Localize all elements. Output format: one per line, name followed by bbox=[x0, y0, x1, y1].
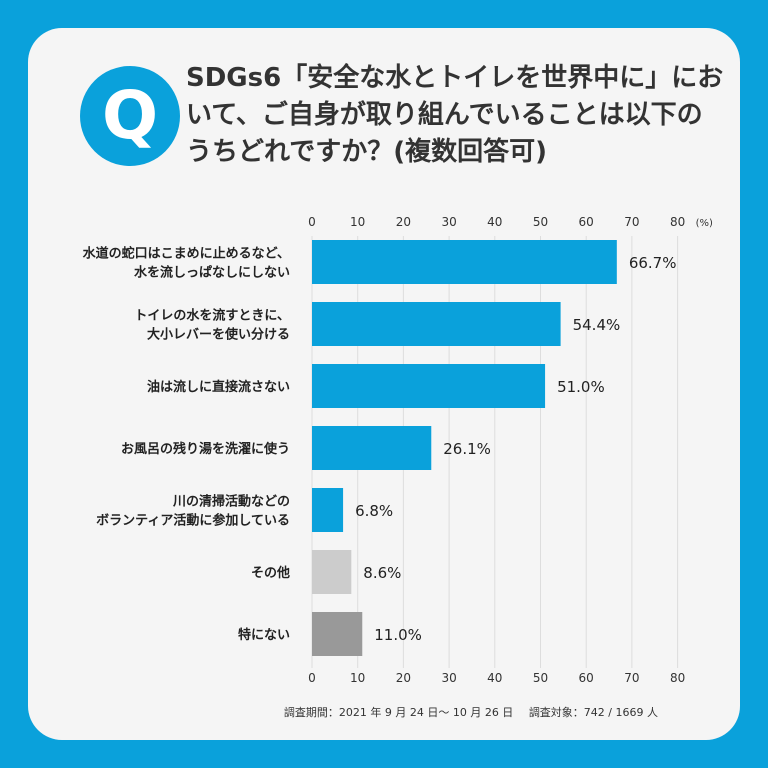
value-label-5: 8.6% bbox=[363, 564, 401, 582]
x-tick-top-6: 60 bbox=[579, 215, 594, 229]
bar-3 bbox=[312, 426, 432, 470]
category-label-2: 油は流しに直接流さない bbox=[147, 379, 290, 395]
category-label-5: その他 bbox=[251, 565, 290, 581]
x-tick-top-7: 70 bbox=[624, 215, 639, 229]
x-tick-bottom-0: 0 bbox=[308, 671, 316, 685]
x-tick-bottom-3: 30 bbox=[441, 671, 456, 685]
survey-target: 調査対象：742 / 1669 人 bbox=[528, 706, 658, 719]
category-label-0: 水道の蛇口はこまめに止めるなど、水を流しっぱなしにしない bbox=[83, 246, 290, 281]
x-tick-top-1: 10 bbox=[350, 215, 365, 229]
bar-6 bbox=[312, 612, 363, 656]
value-label-6: 11.0% bbox=[374, 626, 422, 644]
value-label-1: 54.4% bbox=[573, 316, 621, 334]
x-tick-bottom-2: 20 bbox=[396, 671, 411, 685]
question-title: SDGs6「安全な水とトイレを世界中に」において、ご自身が取り組んでいることは以… bbox=[186, 63, 724, 167]
x-tick-bottom-1: 10 bbox=[350, 671, 365, 685]
x-tick-top-5: 50 bbox=[533, 215, 548, 229]
survey-period: 調査期間：2021 年 9 月 24 日〜 10 月 26 日 bbox=[283, 706, 514, 719]
category-label-1: トイレの水を流すときに、大小レバーを使い分ける bbox=[134, 308, 290, 343]
x-tick-bottom-4: 40 bbox=[487, 671, 502, 685]
bar-0 bbox=[312, 240, 617, 284]
x-tick-top-2: 20 bbox=[396, 215, 411, 229]
x-tick-top-8: 80 bbox=[670, 215, 685, 229]
x-tick-top-0: 0 bbox=[308, 215, 316, 229]
value-label-4: 6.8% bbox=[355, 502, 393, 520]
bar-2 bbox=[312, 364, 546, 408]
bar-4 bbox=[312, 488, 344, 532]
category-label-3: お風呂の残り湯を洗濯に使う bbox=[121, 441, 290, 457]
x-unit-label: (%) bbox=[696, 218, 713, 229]
category-label-6: 特にない bbox=[238, 627, 290, 643]
bar-1 bbox=[312, 302, 561, 346]
x-tick-bottom-7: 70 bbox=[624, 671, 639, 685]
value-label-0: 66.7% bbox=[629, 254, 677, 272]
x-tick-bottom-5: 50 bbox=[533, 671, 548, 685]
survey-footnote: 調査期間：2021 年 9 月 24 日〜 10 月 26 日 調査対象：742… bbox=[284, 704, 658, 720]
value-label-3: 26.1% bbox=[443, 440, 491, 458]
category-label-4: 川の清掃活動などのボランティア活動に参加している bbox=[96, 494, 290, 529]
x-tick-top-4: 40 bbox=[487, 215, 502, 229]
x-tick-bottom-6: 60 bbox=[579, 671, 594, 685]
value-label-2: 51.0% bbox=[557, 378, 605, 396]
q-badge: Q bbox=[80, 66, 180, 166]
x-tick-bottom-8: 80 bbox=[670, 671, 685, 685]
bar-5 bbox=[312, 550, 352, 594]
x-tick-top-3: 30 bbox=[441, 215, 456, 229]
